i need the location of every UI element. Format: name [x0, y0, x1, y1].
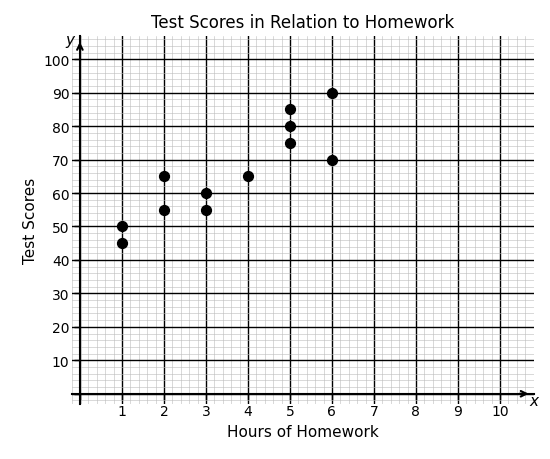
Point	[285, 140, 294, 147]
X-axis label: Hours of Homework: Hours of Homework	[227, 424, 378, 439]
Point	[327, 157, 336, 164]
Point	[285, 106, 294, 114]
Title: Test Scores in Relation to Homework: Test Scores in Relation to Homework	[151, 14, 454, 33]
Point	[285, 123, 294, 130]
Text: x: x	[530, 393, 539, 408]
Point	[118, 240, 127, 247]
Text: y: y	[65, 33, 74, 48]
Point	[201, 207, 210, 214]
Y-axis label: Test Scores: Test Scores	[23, 177, 37, 263]
Point	[201, 190, 210, 197]
Point	[244, 173, 252, 180]
Point	[118, 224, 127, 231]
Point	[160, 173, 168, 180]
Point	[160, 207, 168, 214]
Point	[327, 90, 336, 97]
